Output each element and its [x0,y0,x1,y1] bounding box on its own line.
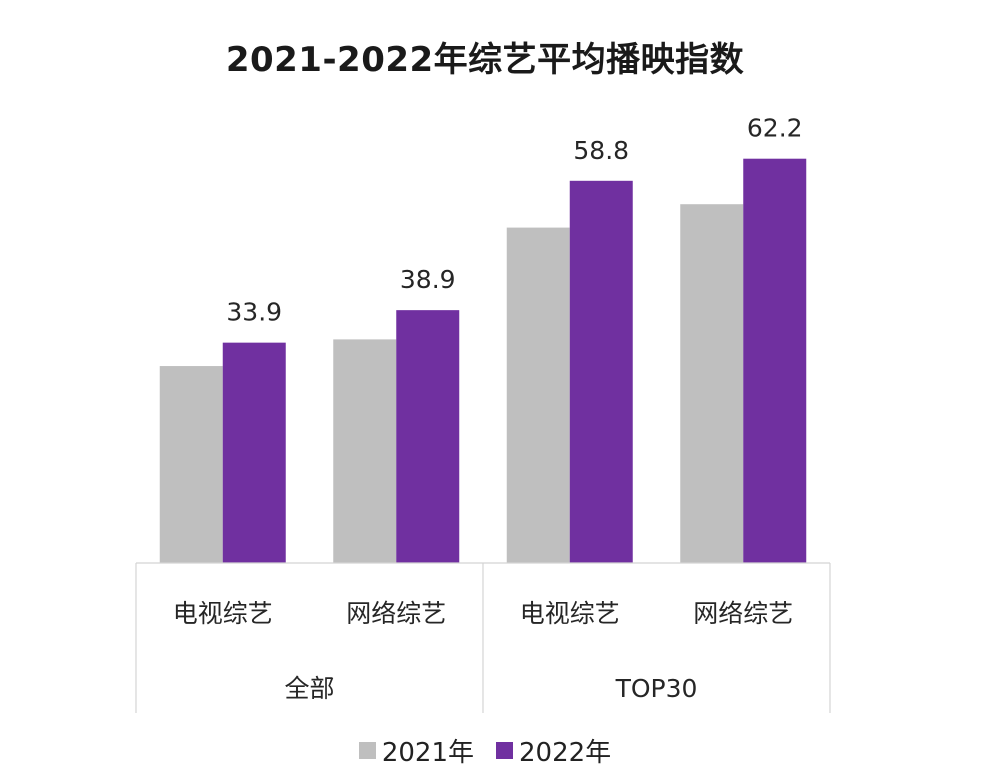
bar-2021-0 [159,366,223,563]
data-label-1: 38.9 [400,265,456,294]
group-label-0: 全部 [284,674,334,703]
category-label-2: 电视综艺 [520,599,620,628]
legend: 2021年 2022年 [0,732,970,769]
legend-label-2022: 2022年 [519,738,612,768]
group-label-1: TOP30 [615,674,698,703]
bar-2022-3 [743,158,807,563]
bar-2022-2 [569,180,633,564]
data-label-3: 62.2 [747,114,803,143]
bar-2022-0 [222,342,286,563]
category-label-1: 网络综艺 [346,599,446,628]
bar-2021-1 [333,339,397,563]
bar-2021-3 [680,204,744,563]
legend-swatch-2022 [496,742,513,759]
category-label-0: 电视综艺 [173,599,273,628]
legend-item-2021: 2021年 [358,732,474,769]
bar-2021-2 [506,227,570,563]
category-label-3: 网络综艺 [693,599,793,628]
data-label-2: 58.8 [573,136,629,165]
bar-2022-1 [396,310,460,563]
data-label-0: 33.9 [226,298,282,327]
legend-swatch-2021 [358,742,376,759]
legend-label-2021: 2021年 [381,738,474,768]
legend-item-2022: 2022年 [496,732,611,769]
chart-title: 2021-2022年综艺平均播映指数 [225,40,745,80]
